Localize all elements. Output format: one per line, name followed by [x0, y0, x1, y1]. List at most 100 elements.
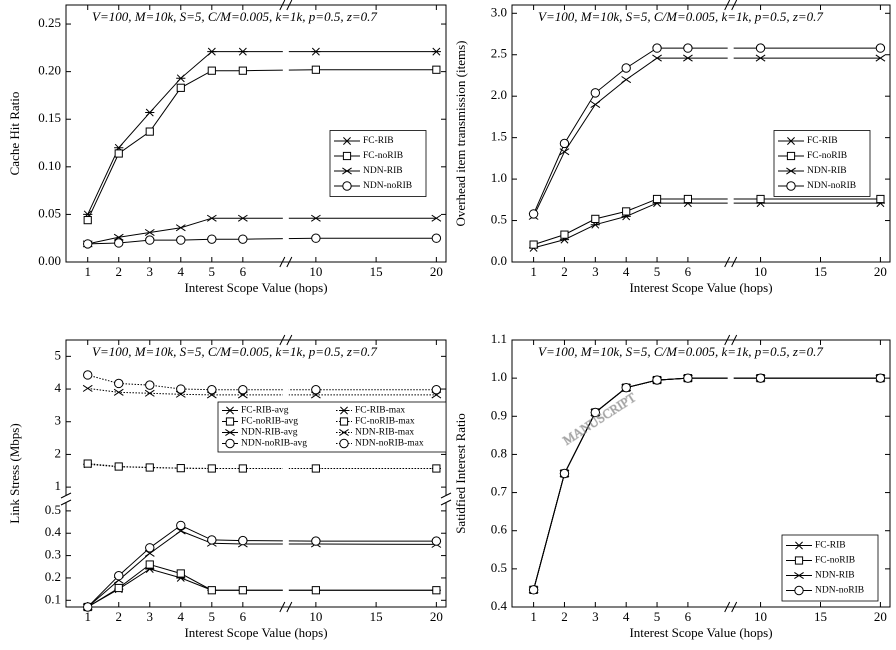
legend-label: FC-RIB: [807, 136, 838, 146]
marker: [238, 535, 248, 546]
chart-panel: 1 2 3 4 5 6 10 15 20 0.00 0.05 0.10 0.15 0.20 0.25 V=10…: [7, 0, 447, 295]
x-tick-label: 10: [754, 264, 767, 279]
marker: [114, 149, 123, 158]
marker: [652, 194, 662, 204]
marker: [207, 47, 217, 56]
y-tick-label: 1.5: [491, 129, 507, 144]
legend-label: NDN-RIB: [815, 571, 855, 581]
x-tick-label: 1: [84, 264, 91, 279]
y-tick-label: 1: [55, 478, 62, 493]
legend-label: FC-noRIB-avg: [241, 417, 298, 427]
marker: [431, 233, 442, 243]
marker: [559, 468, 570, 479]
marker: [311, 536, 321, 546]
legend-label: FC-noRIB: [815, 556, 855, 566]
chart-panel: 1 2 3 4 5 6 10 15 20 0.4 0.5 0.6 0.7 0.8 0.9 1.0 1.1 V=10…: [453, 331, 891, 640]
y-tick-label: 0.05: [38, 205, 61, 220]
marker: [114, 238, 124, 248]
y-tick-label: 0.7: [491, 484, 508, 499]
marker: [683, 194, 693, 204]
marker: [145, 560, 154, 569]
marker: [145, 543, 155, 553]
legend-marker: [342, 181, 352, 191]
marker: [144, 389, 155, 397]
legend-marker: [786, 181, 796, 191]
legend-label: FC-RIB-max: [355, 406, 405, 416]
legend-marker: [342, 167, 352, 175]
y-tick-label: 0.00: [38, 253, 61, 268]
annotation: V=100, M=10k, S=5, C/M=0.005, k=1k, p=0.…: [92, 344, 377, 359]
annotation: V=100, M=10k, S=5, C/M=0.005, k=1k, p=0.…: [538, 344, 823, 359]
marker: [755, 43, 766, 53]
x-tick-label: 10: [754, 609, 767, 624]
marker: [590, 100, 601, 108]
marker: [431, 47, 441, 56]
marker: [652, 43, 662, 53]
series-line: [87, 237, 437, 245]
marker: [207, 464, 216, 473]
x-tick-label: 2: [561, 264, 568, 279]
y-tick-label: 4: [55, 380, 62, 395]
y-tick-label: 2: [55, 445, 62, 460]
x-axis-label: Interest Scope Value (hops): [629, 625, 772, 640]
marker: [114, 571, 124, 581]
y-tick-label: 1.0: [491, 170, 507, 185]
x-tick-label: 4: [623, 609, 630, 624]
y-tick-label: 1.1: [491, 331, 507, 346]
marker: [83, 239, 93, 249]
x-tick-label: 3: [592, 264, 599, 279]
legend-label: NDN-noRIB: [815, 586, 864, 596]
legend-label: FC-noRIB: [807, 151, 847, 161]
legend-marker: [794, 571, 804, 580]
plot-frame: [511, 4, 891, 263]
marker: [145, 127, 154, 136]
marker: [431, 536, 442, 546]
marker: [652, 54, 662, 62]
marker: [238, 66, 247, 75]
axis-break-gap: [727, 341, 734, 606]
marker: [207, 384, 217, 395]
marker: [176, 74, 186, 83]
marker: [311, 233, 321, 243]
axis-break-mark: [60, 492, 72, 506]
legend-label: NDN-RIB-max: [355, 428, 414, 438]
marker: [311, 47, 321, 56]
x-axis-label: Interest Scope Value (hops): [184, 280, 327, 295]
legend-label: NDN-RIB-avg: [241, 428, 298, 438]
axis-break-gap: [727, 6, 734, 261]
marker: [590, 88, 601, 98]
marker: [876, 194, 885, 204]
axis-break-gap: [282, 6, 289, 261]
y-tick-label: 2.5: [491, 46, 507, 61]
annotation: V=100, M=10k, S=5, C/M=0.005, k=1k, p=0.…: [92, 9, 377, 24]
y-tick-label: 5: [55, 347, 62, 362]
marker: [207, 234, 217, 244]
legend: FC-RIB FC-noRIB NDN-RIB NDN-noRIB: [329, 130, 427, 197]
marker: [875, 54, 886, 62]
marker: [683, 43, 693, 53]
y-tick-label: 2.0: [491, 87, 507, 102]
marker: [145, 108, 155, 117]
marker: [755, 54, 766, 62]
y-tick-label: 1.0: [491, 369, 507, 384]
y-tick-label: 0.2: [45, 569, 61, 584]
series-line: [87, 51, 437, 215]
marker: [431, 214, 442, 222]
x-tick-label: 20: [430, 264, 443, 279]
marker: [145, 380, 155, 390]
series-line: [87, 563, 437, 608]
marker: [559, 138, 570, 149]
y-tick-label: 0.8: [491, 445, 507, 460]
y-tick-label: 0.25: [38, 15, 61, 30]
marker: [875, 373, 886, 383]
legend-label: FC-RIB: [815, 541, 846, 551]
x-tick-label: 10: [309, 264, 322, 279]
legend-label: FC-noRIB: [363, 151, 403, 161]
x-tick-label: 6: [240, 609, 247, 624]
x-tick-label: 5: [209, 609, 216, 624]
legend-marker: [786, 167, 796, 175]
x-axis-label: Interest Scope Value (hops): [629, 280, 772, 295]
annotation: V=100, M=10k, S=5, C/M=0.005, k=1k, p=0.…: [538, 9, 823, 24]
marker: [238, 586, 247, 595]
marker: [176, 520, 186, 531]
